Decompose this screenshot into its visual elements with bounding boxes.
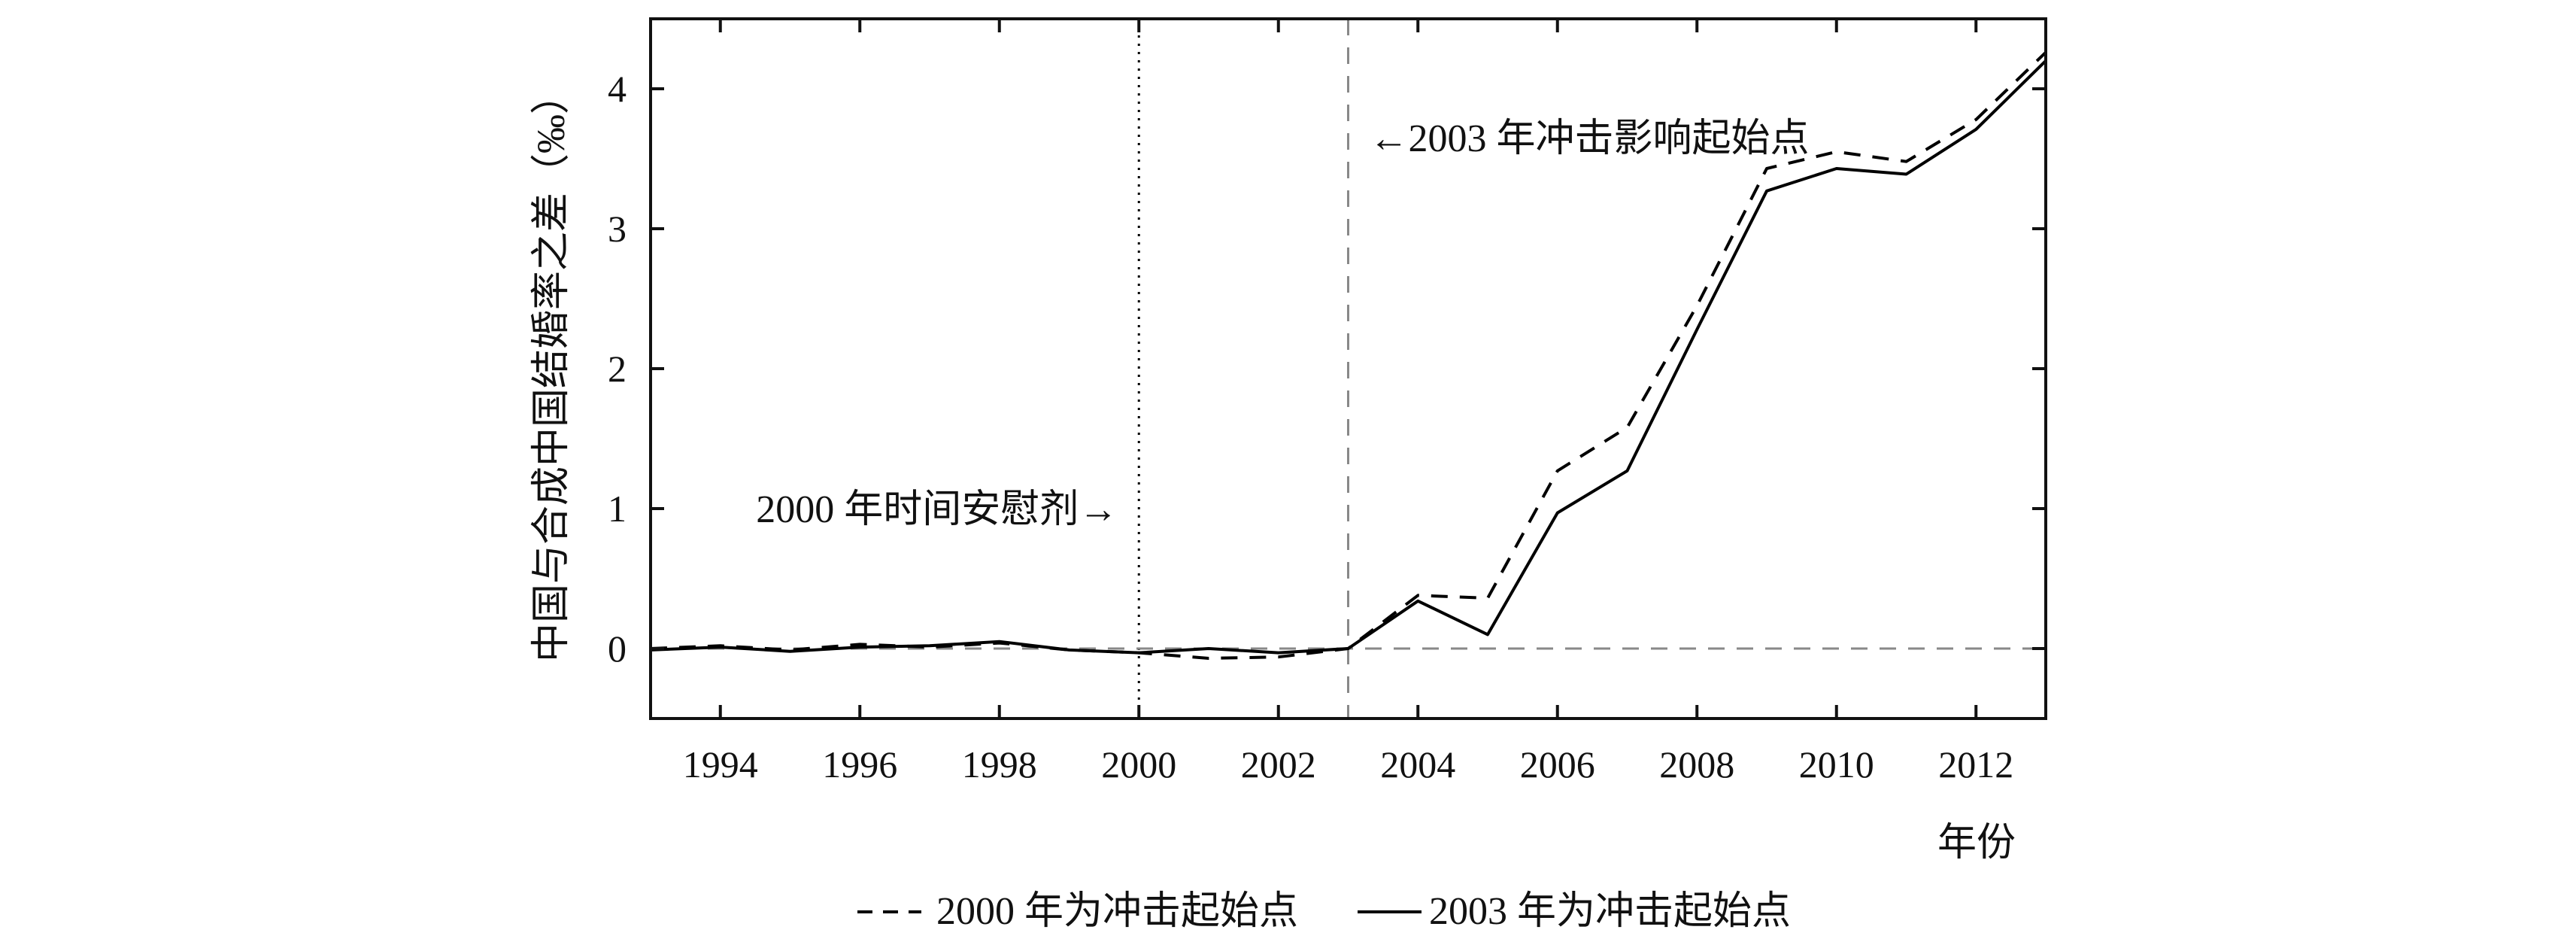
x-tick-label: 2004	[1380, 743, 1455, 785]
x-tick-label: 2010	[1799, 743, 1874, 785]
y-tick-label: 3	[608, 208, 627, 250]
x-tick-label: 1996	[822, 743, 897, 785]
x-tick-label: 2006	[1520, 743, 1595, 785]
axes: 1994 1996 1998 2000 2002 2004 2006 2008 2010 2012…	[530, 17, 2047, 864]
annotation-placebo: 2000 年时间安慰剂→	[756, 488, 1118, 531]
x-tick-label: 1998	[962, 743, 1037, 785]
y-tick-label: 4	[608, 68, 627, 110]
x-tick-label: 1994	[683, 743, 758, 785]
legend: 2000 年为冲击起始点 2003 年为冲击起始点	[857, 890, 1791, 933]
annotation-shock-start: ←2003 年冲击影响起始点	[1370, 117, 1810, 160]
x-tick-label: 2002	[1241, 743, 1316, 785]
series-line-2	[650, 59, 2047, 655]
y-axis-title: 中国与合成中国结婚率之差（‰）	[530, 75, 573, 662]
x-tick-label: 2008	[1659, 743, 1734, 785]
plot-area	[651, 19, 2046, 719]
legend-label-2: 2003 年为冲击起始点	[1429, 890, 1791, 933]
x-tick-label: 2000	[1101, 743, 1176, 785]
annotations: 2000 年时间安慰剂→ ←2003 年冲击影响起始点	[756, 117, 1809, 531]
legend-label-1: 2000 年为冲击起始点	[936, 890, 1298, 933]
x-axis-title: 年份	[1937, 822, 2016, 864]
x-tick-label: 2012	[1938, 743, 2013, 785]
series-group	[650, 51, 2047, 660]
y-tick-label: 2	[608, 348, 627, 390]
y-tick-label: 1	[608, 488, 627, 530]
y-tick-label: 0	[608, 627, 627, 670]
